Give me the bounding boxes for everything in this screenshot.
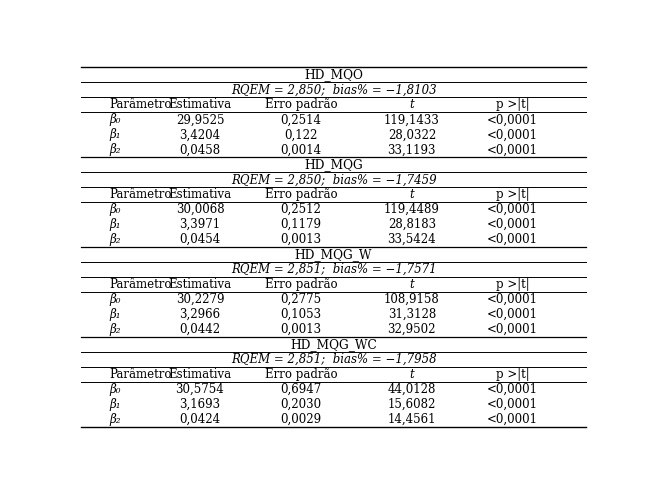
Text: β₁: β₁ xyxy=(109,218,120,231)
Text: t: t xyxy=(409,368,414,381)
Text: 29,9525: 29,9525 xyxy=(176,113,224,126)
Text: 28,8183: 28,8183 xyxy=(388,218,436,231)
Text: <0,0001: <0,0001 xyxy=(487,113,538,126)
Text: <0,0001: <0,0001 xyxy=(487,398,538,411)
Text: β₀: β₀ xyxy=(109,113,120,126)
Text: 0,0014: 0,0014 xyxy=(281,143,322,156)
Text: 30,5754: 30,5754 xyxy=(176,383,225,396)
Text: 33,1193: 33,1193 xyxy=(387,143,436,156)
Text: HD_MQG_WC: HD_MQG_WC xyxy=(290,338,377,351)
Text: β₀: β₀ xyxy=(109,293,120,306)
Text: <0,0001: <0,0001 xyxy=(487,413,538,426)
Text: 0,2514: 0,2514 xyxy=(281,113,322,126)
Text: 0,6947: 0,6947 xyxy=(280,383,322,396)
Text: 28,0322: 28,0322 xyxy=(388,128,436,141)
Text: <0,0001: <0,0001 xyxy=(487,293,538,306)
Text: β₁: β₁ xyxy=(109,128,120,141)
Text: 3,4204: 3,4204 xyxy=(180,128,221,141)
Text: 0,0442: 0,0442 xyxy=(180,323,221,336)
Text: Erro padrão: Erro padrão xyxy=(264,98,337,111)
Text: 0,0013: 0,0013 xyxy=(281,233,322,246)
Text: HD_MQG_W: HD_MQG_W xyxy=(295,248,372,261)
Text: Parâmetro: Parâmetro xyxy=(109,368,172,381)
Text: Parâmetro: Parâmetro xyxy=(109,98,172,111)
Text: t: t xyxy=(409,188,414,201)
Text: t: t xyxy=(409,278,414,291)
Text: 3,2966: 3,2966 xyxy=(180,308,221,321)
Text: Estimativa: Estimativa xyxy=(169,188,232,201)
Text: 108,9158: 108,9158 xyxy=(384,293,439,306)
Text: <0,0001: <0,0001 xyxy=(487,233,538,246)
Text: 0,2030: 0,2030 xyxy=(281,398,322,411)
Text: p >|t|: p >|t| xyxy=(496,188,529,201)
Text: β₁: β₁ xyxy=(109,398,120,411)
Text: 0,0454: 0,0454 xyxy=(179,233,221,246)
Text: Estimativa: Estimativa xyxy=(169,278,232,291)
Text: Erro padrão: Erro padrão xyxy=(264,188,337,201)
Text: <0,0001: <0,0001 xyxy=(487,383,538,396)
Text: 119,4489: 119,4489 xyxy=(384,203,440,216)
Text: <0,0001: <0,0001 xyxy=(487,203,538,216)
Text: RQEM = 2,851;  bias% = −1,7958: RQEM = 2,851; bias% = −1,7958 xyxy=(231,353,436,366)
Text: Estimativa: Estimativa xyxy=(169,98,232,111)
Text: 44,0128: 44,0128 xyxy=(387,383,436,396)
Text: 0,0424: 0,0424 xyxy=(180,413,221,426)
Text: Parâmetro: Parâmetro xyxy=(109,188,172,201)
Text: 0,0458: 0,0458 xyxy=(180,143,221,156)
Text: 15,6082: 15,6082 xyxy=(387,398,436,411)
Text: Erro padrão: Erro padrão xyxy=(264,278,337,291)
Text: β₂: β₂ xyxy=(109,233,120,246)
Text: β₀: β₀ xyxy=(109,383,120,396)
Text: <0,0001: <0,0001 xyxy=(487,143,538,156)
Text: 0,0029: 0,0029 xyxy=(281,413,322,426)
Text: 32,9502: 32,9502 xyxy=(387,323,436,336)
Text: 119,1433: 119,1433 xyxy=(384,113,440,126)
Text: p >|t|: p >|t| xyxy=(496,368,529,381)
Text: 3,3971: 3,3971 xyxy=(180,218,221,231)
Text: 0,122: 0,122 xyxy=(284,128,318,141)
Text: <0,0001: <0,0001 xyxy=(487,308,538,321)
Text: <0,0001: <0,0001 xyxy=(487,218,538,231)
Text: β₀: β₀ xyxy=(109,203,120,216)
Text: 33,5424: 33,5424 xyxy=(387,233,436,246)
Text: 3,1693: 3,1693 xyxy=(180,398,221,411)
Text: RQEM = 2,850;  bias% = −1,7459: RQEM = 2,850; bias% = −1,7459 xyxy=(231,173,436,186)
Text: 30,0068: 30,0068 xyxy=(176,203,224,216)
Text: 0,2775: 0,2775 xyxy=(281,293,322,306)
Text: 0,1179: 0,1179 xyxy=(281,218,322,231)
Text: 31,3128: 31,3128 xyxy=(388,308,436,321)
Text: 0,0013: 0,0013 xyxy=(281,323,322,336)
Text: RQEM = 2,851;  bias% = −1,7571: RQEM = 2,851; bias% = −1,7571 xyxy=(231,263,436,276)
Text: RQEM = 2,850;  bias% = −1,8103: RQEM = 2,850; bias% = −1,8103 xyxy=(231,83,436,96)
Text: p >|t|: p >|t| xyxy=(496,278,529,291)
Text: β₂: β₂ xyxy=(109,143,120,156)
Text: β₁: β₁ xyxy=(109,308,120,321)
Text: β₂: β₂ xyxy=(109,323,120,336)
Text: 0,2512: 0,2512 xyxy=(281,203,322,216)
Text: t: t xyxy=(409,98,414,111)
Text: <0,0001: <0,0001 xyxy=(487,323,538,336)
Text: Estimativa: Estimativa xyxy=(169,368,232,381)
Text: <0,0001: <0,0001 xyxy=(487,128,538,141)
Text: p >|t|: p >|t| xyxy=(496,98,529,111)
Text: 30,2279: 30,2279 xyxy=(176,293,224,306)
Text: 14,4561: 14,4561 xyxy=(387,413,436,426)
Text: β₂: β₂ xyxy=(109,413,120,426)
Text: Parâmetro: Parâmetro xyxy=(109,278,172,291)
Text: HD_MQO: HD_MQO xyxy=(304,68,363,81)
Text: Erro padrão: Erro padrão xyxy=(264,368,337,381)
Text: 0,1053: 0,1053 xyxy=(281,308,322,321)
Text: HD_MQG: HD_MQG xyxy=(304,158,363,171)
